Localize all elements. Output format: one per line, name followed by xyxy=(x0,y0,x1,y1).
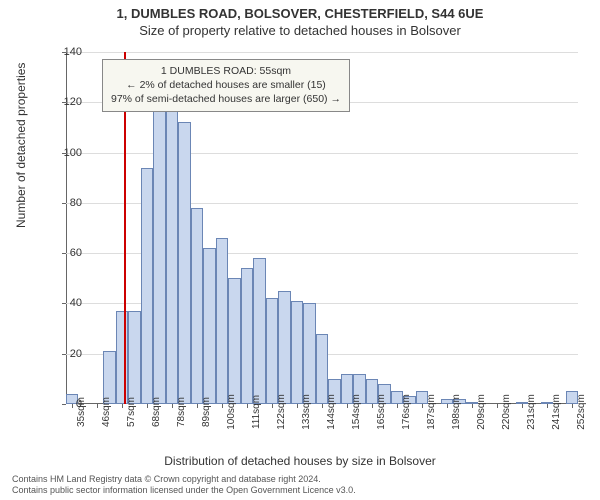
xtick-label: 198sqm xyxy=(451,394,462,430)
ytick-mark xyxy=(62,303,66,304)
xtick-label: 133sqm xyxy=(301,394,312,430)
chart-title-line2: Size of property relative to detached ho… xyxy=(0,21,600,38)
xtick-mark xyxy=(122,404,123,408)
xtick-label: 220sqm xyxy=(501,394,512,430)
xtick-label: 144sqm xyxy=(326,394,337,430)
xtick-mark xyxy=(172,404,173,408)
histogram-bar xyxy=(166,110,178,404)
annotation-line1: 1 DUMBLES ROAD: 55sqm xyxy=(111,64,341,78)
xtick-mark xyxy=(322,404,323,408)
xtick-label: 122sqm xyxy=(276,394,287,430)
histogram-bar xyxy=(178,122,190,404)
histogram-bar xyxy=(216,238,228,404)
ytick-label: 100 xyxy=(64,147,82,159)
histogram-bar xyxy=(128,311,140,404)
histogram-bar xyxy=(278,291,290,404)
histogram-bar xyxy=(116,311,128,404)
xtick-label: 68sqm xyxy=(151,397,162,427)
xtick-mark xyxy=(347,404,348,408)
xtick-mark xyxy=(222,404,223,408)
xtick-mark xyxy=(97,404,98,408)
ytick-label: 80 xyxy=(70,197,82,209)
xtick-mark xyxy=(197,404,198,408)
histogram-bar xyxy=(153,110,165,404)
grid-line xyxy=(66,153,578,154)
xtick-label: 100sqm xyxy=(226,394,237,430)
xtick-mark xyxy=(522,404,523,408)
xtick-mark xyxy=(147,404,148,408)
histogram-bar xyxy=(303,303,315,404)
ytick-mark xyxy=(62,354,66,355)
histogram-bar xyxy=(203,248,215,404)
annotation-line3: 97% of semi-detached houses are larger (… xyxy=(111,92,341,106)
chart-title-line1: 1, DUMBLES ROAD, BOLSOVER, CHESTERFIELD,… xyxy=(0,0,600,21)
xtick-label: 154sqm xyxy=(351,394,362,430)
histogram-bar xyxy=(141,168,153,404)
xtick-label: 252sqm xyxy=(576,394,587,430)
histogram-bar xyxy=(266,298,278,404)
xtick-mark xyxy=(297,404,298,408)
license-text: Contains HM Land Registry data © Crown c… xyxy=(12,474,356,496)
xtick-mark xyxy=(547,404,548,408)
xtick-mark xyxy=(272,404,273,408)
xtick-label: 231sqm xyxy=(526,394,537,430)
x-axis-label: Distribution of detached houses by size … xyxy=(0,454,600,468)
chart-container: 1, DUMBLES ROAD, BOLSOVER, CHESTERFIELD,… xyxy=(0,0,600,500)
xtick-mark xyxy=(72,404,73,408)
xtick-label: 241sqm xyxy=(551,394,562,430)
xtick-label: 187sqm xyxy=(426,394,437,430)
xtick-mark xyxy=(422,404,423,408)
grid-line xyxy=(66,52,578,53)
plot-area: 1 DUMBLES ROAD: 55sqm← 2% of detached ho… xyxy=(66,52,578,404)
xtick-mark xyxy=(472,404,473,408)
xtick-mark xyxy=(247,404,248,408)
xtick-mark xyxy=(397,404,398,408)
xtick-mark xyxy=(372,404,373,408)
y-axis-label: Number of detached properties xyxy=(14,63,28,228)
xtick-label: 89sqm xyxy=(201,397,212,427)
histogram-bar xyxy=(241,268,253,404)
ytick-label: 120 xyxy=(64,96,82,108)
xtick-mark xyxy=(572,404,573,408)
histogram-bar xyxy=(253,258,265,404)
xtick-mark xyxy=(497,404,498,408)
license-line2: Contains public sector information licen… xyxy=(12,485,356,496)
ytick-label: 60 xyxy=(70,247,82,259)
ytick-mark xyxy=(62,203,66,204)
histogram-bar xyxy=(228,278,240,404)
xtick-label: 209sqm xyxy=(476,394,487,430)
histogram-bar xyxy=(291,301,303,404)
ytick-label: 20 xyxy=(70,348,82,360)
xtick-label: 165sqm xyxy=(376,394,387,430)
histogram-bar xyxy=(191,208,203,404)
ytick-label: 40 xyxy=(70,297,82,309)
xtick-label: 78sqm xyxy=(176,397,187,427)
license-line1: Contains HM Land Registry data © Crown c… xyxy=(12,474,356,485)
xtick-label: 57sqm xyxy=(126,397,137,427)
annotation-box: 1 DUMBLES ROAD: 55sqm← 2% of detached ho… xyxy=(102,59,350,112)
ytick-mark xyxy=(62,253,66,254)
xtick-label: 176sqm xyxy=(401,394,412,430)
annotation-line2: ← 2% of detached houses are smaller (15) xyxy=(111,78,341,92)
xtick-label: 111sqm xyxy=(251,395,262,429)
xtick-label: 46sqm xyxy=(101,397,112,427)
xtick-label: 35sqm xyxy=(76,397,87,427)
xtick-mark xyxy=(447,404,448,408)
ytick-mark xyxy=(62,404,66,405)
ytick-label: 140 xyxy=(64,46,82,58)
